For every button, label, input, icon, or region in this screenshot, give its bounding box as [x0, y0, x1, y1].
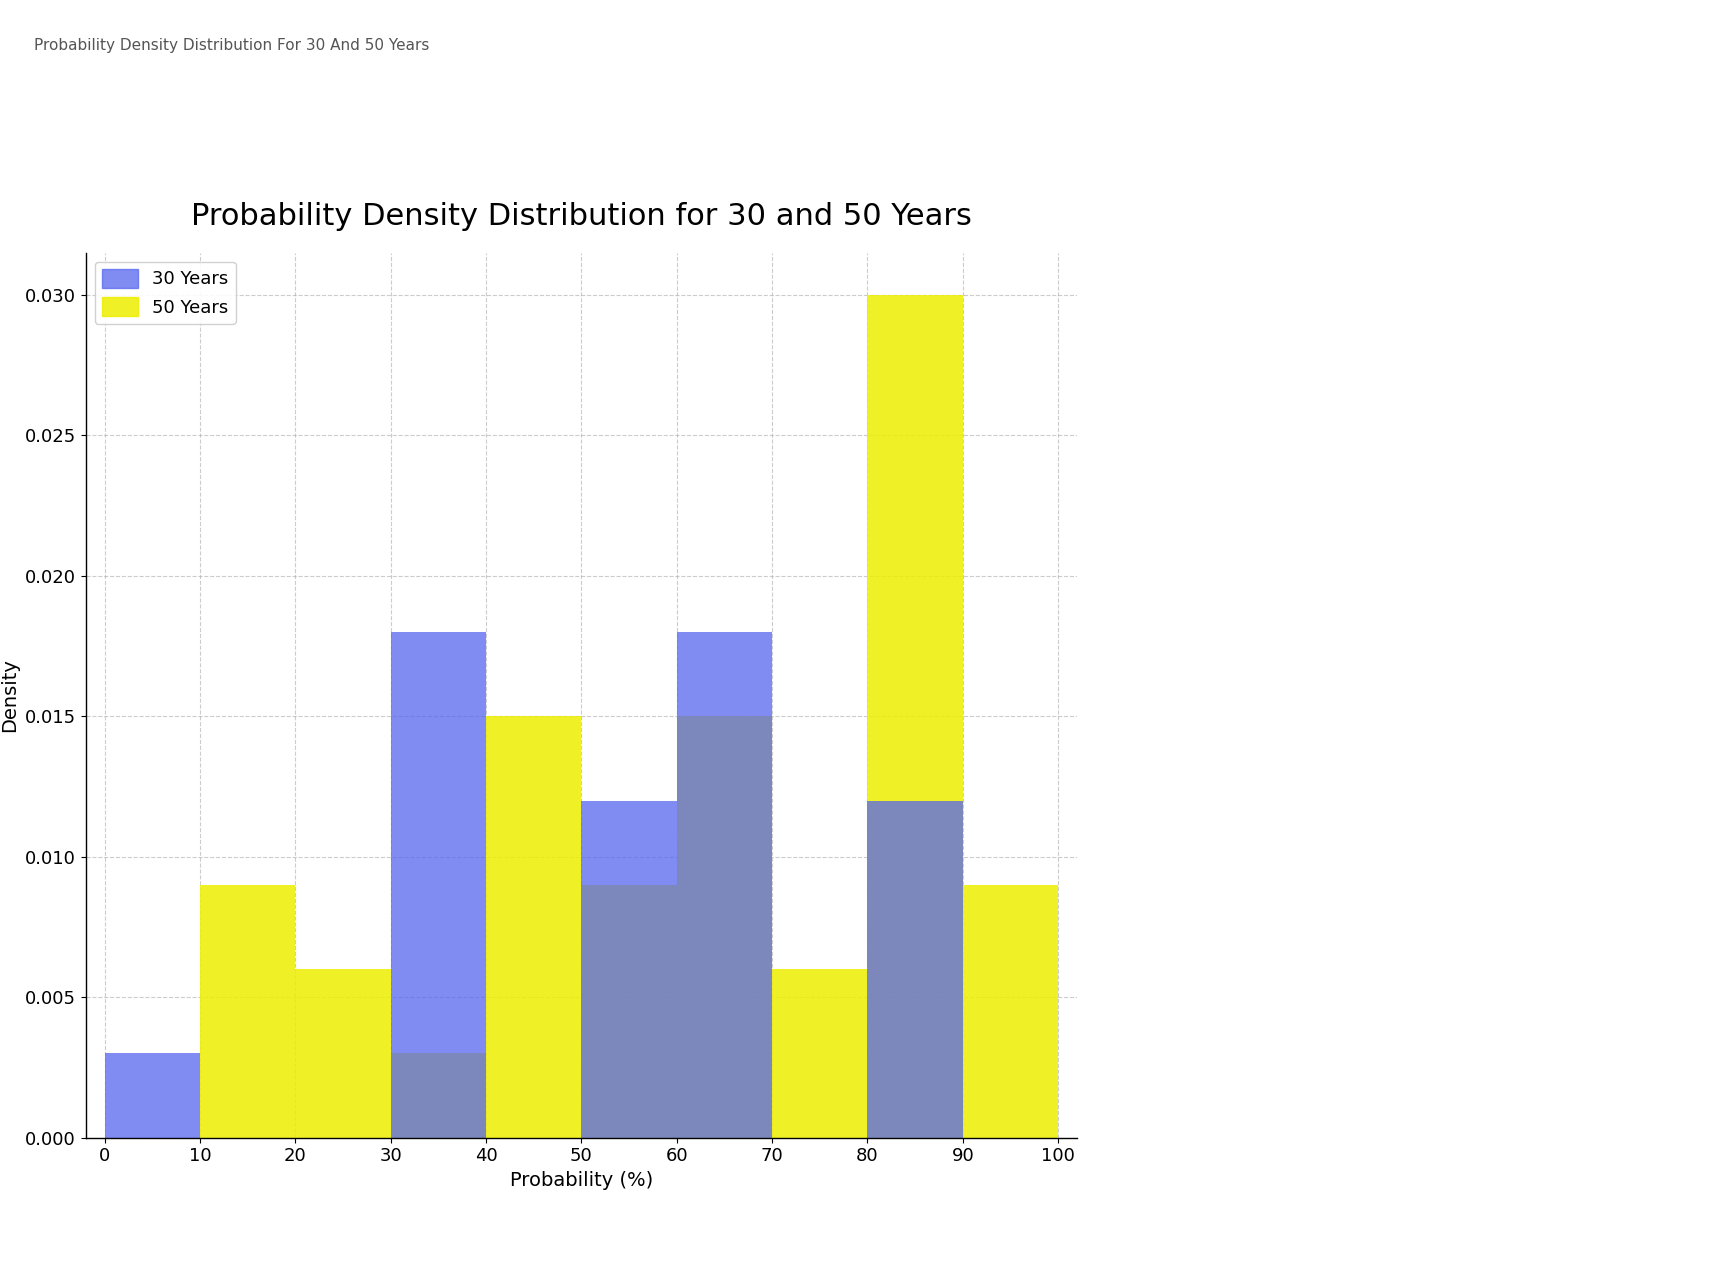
- Bar: [867, 295, 963, 1138]
- Bar: [104, 1053, 200, 1138]
- Y-axis label: Density: Density: [0, 659, 19, 732]
- X-axis label: Probability (%): Probability (%): [510, 1170, 653, 1189]
- Bar: [200, 885, 296, 1138]
- Bar: [390, 632, 486, 1138]
- Bar: [867, 800, 963, 1138]
- Legend: 30 Years, 50 Years: 30 Years, 50 Years: [94, 262, 236, 324]
- Bar: [677, 717, 773, 1138]
- Bar: [773, 969, 867, 1138]
- Title: Probability Density Distribution for 30 and 50 Years: Probability Density Distribution for 30 …: [192, 202, 971, 231]
- Bar: [581, 800, 677, 1138]
- Bar: [296, 969, 390, 1138]
- Text: Probability Density Distribution For 30 And 50 Years: Probability Density Distribution For 30 …: [34, 38, 429, 53]
- Bar: [486, 717, 581, 1138]
- Bar: [390, 1053, 486, 1138]
- Bar: [581, 885, 677, 1138]
- Bar: [677, 632, 773, 1138]
- Bar: [963, 885, 1058, 1138]
